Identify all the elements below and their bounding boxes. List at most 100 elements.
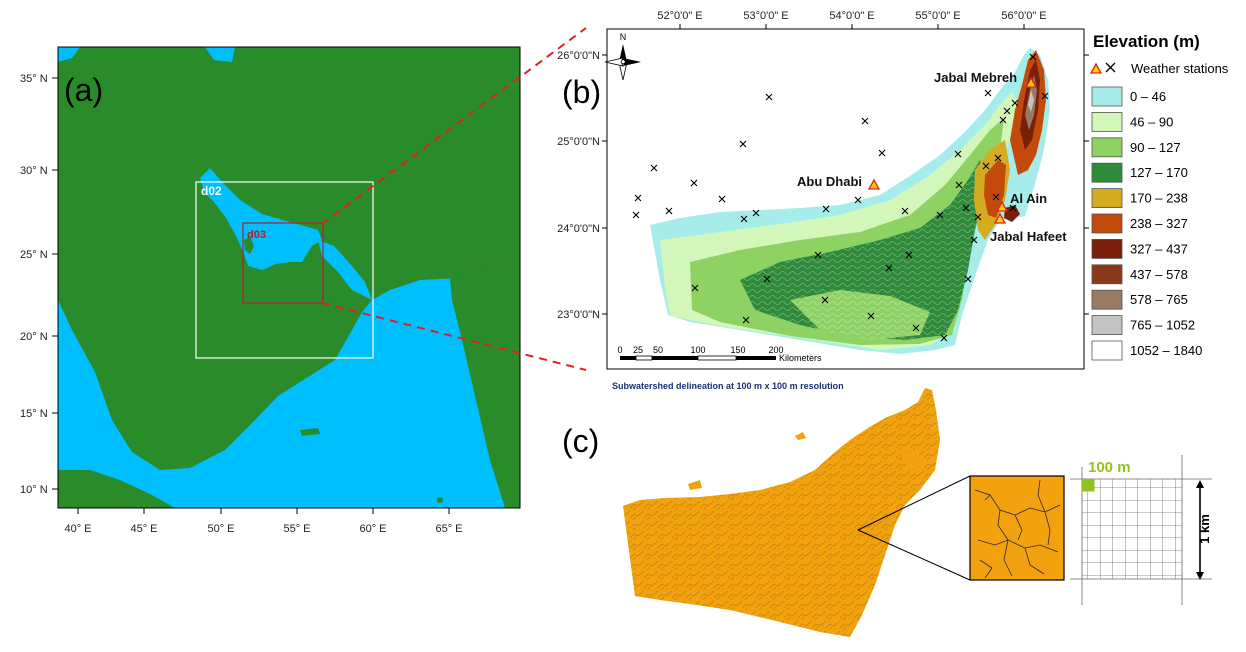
scale-bar: 0 25 50 100 150 200 Kilometers	[617, 345, 822, 363]
watershed-map	[623, 388, 940, 637]
legend-swatch	[1091, 86, 1123, 107]
station-marker	[962, 204, 970, 212]
legend-classes: 0 – 46 46 – 90 90 – 127 127 – 170 170 – 238 2…	[1091, 86, 1202, 361]
legend-swatch	[1091, 188, 1123, 209]
station-marker	[739, 140, 747, 148]
station-marker	[632, 211, 640, 219]
station-marker	[878, 149, 886, 157]
legend-swatch	[1091, 137, 1123, 158]
station-marker	[955, 181, 963, 189]
station-marker	[905, 251, 913, 259]
station-marker	[974, 213, 982, 221]
station-marker	[1041, 92, 1049, 100]
station-marker	[822, 205, 830, 213]
station-marker	[940, 334, 948, 342]
scale-tick: 200	[768, 345, 783, 355]
panel-a-label: (a)	[64, 72, 103, 108]
cell-highlight	[1082, 479, 1095, 492]
lon-tick-label: 55° E	[283, 523, 310, 535]
city-label-al-ain: Al Ain	[1010, 191, 1047, 206]
legend-triangle-icon	[1089, 62, 1103, 74]
station-marker	[867, 312, 875, 320]
jabal-hafeet-relief	[1004, 205, 1020, 222]
cell-size-label: 100 m	[1088, 459, 1131, 476]
station-marker	[994, 154, 1002, 162]
lat-tick-label: 24°0'0"N	[557, 223, 600, 235]
station-marker	[1003, 107, 1011, 115]
scale-tick: 100	[690, 345, 705, 355]
lon-tick-label: 55°0'0" E	[915, 10, 960, 22]
station-marker	[1011, 99, 1019, 107]
station-marker	[1009, 204, 1017, 212]
legend-swatch	[1091, 315, 1123, 336]
lon-tick-label: 65° E	[435, 523, 462, 535]
station-marker	[765, 93, 773, 101]
station-marker	[665, 207, 673, 215]
station-marker	[691, 284, 699, 292]
north-label: N	[620, 32, 627, 42]
lat-tick-label: 20° N	[20, 331, 48, 343]
legend-swatch	[1091, 112, 1123, 132]
station-marker	[742, 316, 750, 324]
panel-b-label: (b)	[562, 74, 601, 110]
lat-tick-label: 35° N	[20, 73, 48, 85]
domain-d02-box	[195, 181, 374, 359]
lon-tick-label: 40° E	[64, 523, 91, 535]
legend-swatch	[1091, 238, 1123, 259]
station-marker	[999, 116, 1007, 124]
grid-cells: 100 m 1 km	[1070, 455, 1212, 605]
station-marker	[690, 179, 698, 187]
legend-class-label: 90 – 127	[1130, 140, 1181, 155]
connector-line-bottom	[321, 302, 587, 371]
city-label-jabal-mebreh: Jabal Mebreh	[934, 70, 1017, 85]
station-triangle-marker	[995, 200, 1009, 212]
elev-class-765-1052	[1028, 90, 1034, 112]
panel-a-map: d02 d03 (a) 35° N 30° N 25° N 20° N 15° …	[20, 46, 521, 535]
km-scale-label: 1 km	[1197, 514, 1212, 544]
station-triangles	[867, 76, 1038, 224]
domain-d03-box	[242, 222, 324, 304]
panel-c-label: (c)	[562, 423, 599, 459]
lat-tick-label: 15° N	[20, 408, 48, 420]
station-marker	[763, 275, 771, 283]
lat-tick-label: 10° N	[20, 484, 48, 496]
weather-stations	[632, 53, 1049, 342]
station-marker	[1029, 53, 1037, 61]
north-arrow-icon: N	[604, 32, 641, 81]
legend-class-label: 437 – 578	[1130, 267, 1188, 282]
legend-swatch	[1091, 340, 1123, 361]
scale-tick: 25	[633, 345, 643, 355]
zoom-inset	[969, 475, 1065, 581]
lat-tick-label: 30° N	[20, 165, 48, 177]
zoom-line-bottom	[857, 529, 971, 581]
legend-class-label: 238 – 327	[1130, 216, 1188, 231]
lon-tick-label: 56°0'0" E	[1001, 10, 1046, 22]
station-marker	[650, 164, 658, 172]
station-marker	[814, 251, 822, 259]
panel-c-caption: Subwatershed delineation at 100 m x 100 …	[612, 381, 844, 391]
lat-axis: 35° N 30° N 25° N 20° N 15° N 10° N	[20, 73, 58, 496]
scale-tick: 150	[730, 345, 745, 355]
domain-d03-label: d03	[247, 229, 266, 241]
panel-b-map: 52°0'0" E 53°0'0" E 54°0'0" E 55°0'0" E …	[557, 10, 1089, 370]
station-triangle-marker	[1024, 76, 1038, 88]
elevation-legend: Elevation (m) Weather stations 0 – 46 46 …	[1089, 32, 1229, 361]
station-marker	[992, 193, 1000, 201]
legend-class-label: 127 – 170	[1130, 165, 1188, 180]
lon-tick-label: 53°0'0" E	[743, 10, 788, 22]
panel-b-top-axis: 52°0'0" E 53°0'0" E 54°0'0" E 55°0'0" E …	[657, 10, 1047, 29]
zoom-line-top	[857, 475, 971, 531]
city-label-jabal-hafeet: Jabal Hafeet	[990, 229, 1067, 244]
legend-class-label: 46 – 90	[1130, 114, 1173, 129]
scale-tick: 0	[617, 345, 622, 355]
lat-tick-label: 23°0'0"N	[557, 309, 600, 321]
station-marker	[936, 211, 944, 219]
station-marker	[861, 117, 869, 125]
station-marker	[970, 236, 978, 244]
station-marker	[854, 196, 862, 204]
station-marker	[740, 215, 748, 223]
station-marker	[954, 150, 962, 158]
sea-area	[58, 47, 520, 508]
lon-tick-label: 60° E	[359, 523, 386, 535]
lon-tick-label: 54°0'0" E	[829, 10, 874, 22]
